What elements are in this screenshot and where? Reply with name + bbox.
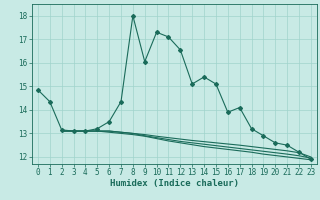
X-axis label: Humidex (Indice chaleur): Humidex (Indice chaleur) xyxy=(110,179,239,188)
